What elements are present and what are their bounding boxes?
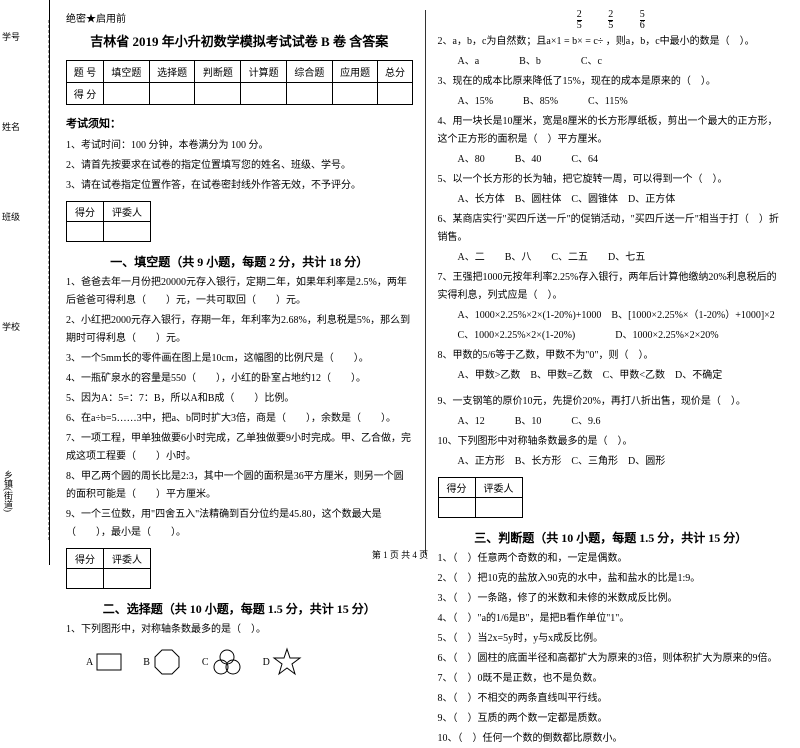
section-3-title: 三、判断题（共 10 小题，每题 1.5 分，共计 15 分） xyxy=(438,529,785,546)
section-2-title: 二、选择题（共 10 小题，每题 1.5 分，共计 15 分） xyxy=(66,600,413,617)
right-column: 25 25 56 2、a，b，c为自然数；且a×1 = b× = c÷ ，则a，… xyxy=(430,10,793,555)
row2-label: 得 分 xyxy=(67,83,104,105)
qj-3: 4、（ ）"a的1/6是B"，是把B看作单位"1"。 xyxy=(438,610,785,628)
qr-5: A、80 B、40 C、64 xyxy=(438,151,785,169)
th-2: 选择题 xyxy=(149,61,195,83)
qrm-1: A、12 B、10 C、9.6 xyxy=(438,413,785,431)
shape-d: D xyxy=(263,647,302,677)
qr-8: 6、某商店实行"买四斤送一斤"的促销活动，"买四斤送一斤"相当于打（ ）折销售。 xyxy=(438,211,785,247)
margin-label-0: 学号 xyxy=(2,30,20,43)
circles-icon xyxy=(211,648,243,676)
margin-label-2: 班级 xyxy=(2,210,20,223)
star-icon xyxy=(272,647,302,677)
rect-icon xyxy=(95,648,123,676)
qj-9: 10、（ ）任何一个数的倒数都比原数小。 xyxy=(438,730,785,748)
qr-3: A、15% B、85% C、115% xyxy=(438,93,785,111)
th-3: 判断题 xyxy=(195,61,241,83)
qr-12: C、1000×2.25%×2×(1-20%) D、1000×2.25%×2×20… xyxy=(438,327,785,345)
th-5: 综合题 xyxy=(286,61,332,83)
q1-5: 5、因为A：5=：7：B，所以A和B成（ ）比例。 xyxy=(66,390,413,408)
qr-0: 2、a，b，c为自然数；且a×1 = b× = c÷ ，则a，b，c中最小的数是… xyxy=(438,33,785,51)
fraction-row: 25 25 56 xyxy=(438,10,785,31)
qj-7: 8、（ ）不相交的两条直线叫平行线。 xyxy=(438,690,785,708)
margin-label-4: 乡镇(街道) xyxy=(2,470,15,512)
qr-4: 4、用一块长是10厘米，宽是8厘米的长方形厚纸板，剪出一个最大的正方形，这个正方… xyxy=(438,113,785,149)
qr-10: 7、王强把1000元按年利率2.25%存入银行，两年后计算他缴纳20%利息税后的… xyxy=(438,269,785,305)
notice-2: 2、请首先按要求在试卷的指定位置填写您的姓名、班级、学号。 xyxy=(66,157,413,175)
q1-2: 2、小红把2000元存入银行，存期一年，年利率为2.68%，利息税是5%，那么到… xyxy=(66,312,413,348)
notice-1: 1、考试时间：100 分钟，本卷满分为 100 分。 xyxy=(66,137,413,155)
margin-label-1: 姓名 xyxy=(2,120,20,133)
q1-9: 9、一个三位数，用"四舍五入"法精确到百分位约是45.80，这个数最大是（ ），… xyxy=(66,506,413,542)
q2-1: 1、下列图形中，对称轴条数最多的是（ ）。 xyxy=(66,621,413,639)
th-7: 总分 xyxy=(378,61,412,83)
th-0: 题 号 xyxy=(67,61,104,83)
q1-6: 6、在a÷b=5……3中，把a、b同时扩大3倍，商是（ ），余数是（ ）。 xyxy=(66,410,413,428)
qr-6: 5、以一个长方形的长为轴，把它旋转一周，可以得到一个（ ）。 xyxy=(438,171,785,189)
qr-11: A、1000×2.25%×2×(1-20%)+1000 B、[1000×2.25… xyxy=(438,307,785,325)
content-area: 绝密★启用前 吉林省 2019 年小升初数学模拟考试试卷 B 卷 含答案 题 号… xyxy=(50,0,800,565)
octagon-icon xyxy=(152,647,182,677)
q1-8: 8、甲乙两个圆的周长比是2:3，其中一个圆的面积是36平方厘米，则另一个圆的面积… xyxy=(66,468,413,504)
section-1-title: 一、填空题（共 9 小题，每题 2 分，共计 18 分） xyxy=(66,253,413,270)
shape-c: C xyxy=(202,648,243,676)
shape-options: A B C D xyxy=(86,647,413,677)
secret-mark: 绝密★启用前 xyxy=(66,10,413,25)
q1-4: 4、一瓶矿泉水的容量是550（ ），小红的卧室占地约12（ ）。 xyxy=(66,370,413,388)
q1-3: 3、一个5mm长的零件画在图上是10cm，这幅图的比例尺是（ ）。 xyxy=(66,350,413,368)
qj-1: 2、（ ）把10克的盐放入90克的水中，盐和盐水的比是1:9。 xyxy=(438,570,785,588)
qj-8: 9、（ ）互质的两个数一定都是质数。 xyxy=(438,710,785,728)
qj-6: 7、（ ）0既不是正数，也不是负数。 xyxy=(438,670,785,688)
notice-head: 考试须知： xyxy=(66,115,413,131)
margin-column: 学号 姓名 班级 学校 乡镇(街道) xyxy=(0,0,50,565)
qrm-2: 10、下列图形中对称轴条数最多的是（ ）。 xyxy=(438,433,785,451)
q1-7: 7、一项工程，甲单独做要6小时完成，乙单独做要9小时完成。甲、乙合做，完成这项工… xyxy=(66,430,413,466)
q1-1: 1、爸爸去年一月份把20000元存入银行，定期二年，如果年利率是2.5%，两年后… xyxy=(66,274,413,310)
score-box-1: 得分评委人 xyxy=(66,201,151,242)
qrm-3: A、正方形 B、长方形 C、三角形 D、圆形 xyxy=(438,453,785,471)
th-4: 计算题 xyxy=(241,61,287,83)
qr-7: A、长方体 B、圆柱体 C、圆锥体 D、正方体 xyxy=(438,191,785,209)
qr-1: A、a B、b C、c xyxy=(438,53,785,71)
score-table: 题 号 填空题 选择题 判断题 计算题 综合题 应用题 总分 得 分 xyxy=(66,60,413,105)
notice-3: 3、请在试卷指定位置作答，在试卷密封线外作答无效，不予评分。 xyxy=(66,177,413,195)
qr-2: 3、现在的成本比原来降低了15%，现在的成本是原来的（ ）。 xyxy=(438,73,785,91)
qr-13: 8、甲数的5/6等于乙数，甲数不为"0"，则（ ）。 xyxy=(438,347,785,365)
qj-4: 5、（ ）当2x=5y时，y与x成反比例。 xyxy=(438,630,785,648)
shape-a: A xyxy=(86,648,123,676)
qj-2: 3、（ ）一条路，修了的米数和未修的米数成反比例。 xyxy=(438,590,785,608)
score-box-3: 得分评委人 xyxy=(438,477,523,518)
th-1: 填空题 xyxy=(103,61,149,83)
left-column: 绝密★启用前 吉林省 2019 年小升初数学模拟考试试卷 B 卷 含答案 题 号… xyxy=(58,10,421,555)
dotted-line xyxy=(48,20,49,540)
column-divider xyxy=(425,10,426,555)
qr-9: A、二 B、八 C、二五 D、七五 xyxy=(438,249,785,267)
th-6: 应用题 xyxy=(332,61,378,83)
shape-b: B xyxy=(143,647,182,677)
page-footer: 第 1 页 共 4 页 xyxy=(0,548,800,561)
qr-14: A、甲数>乙数 B、甲数=乙数 C、甲数<乙数 D、不确定 xyxy=(438,367,785,385)
margin-label-3: 学校 xyxy=(2,320,20,333)
qj-5: 6、（ ）圆柱的底面半径和高都扩大为原来的3倍，则体积扩大为原来的9倍。 xyxy=(438,650,785,668)
qrm-0: 9、一支钢笔的原价10元，先提价20%，再打八折出售，现价是（ ）。 xyxy=(438,393,785,411)
page-title: 吉林省 2019 年小升初数学模拟考试试卷 B 卷 含答案 xyxy=(66,31,413,50)
